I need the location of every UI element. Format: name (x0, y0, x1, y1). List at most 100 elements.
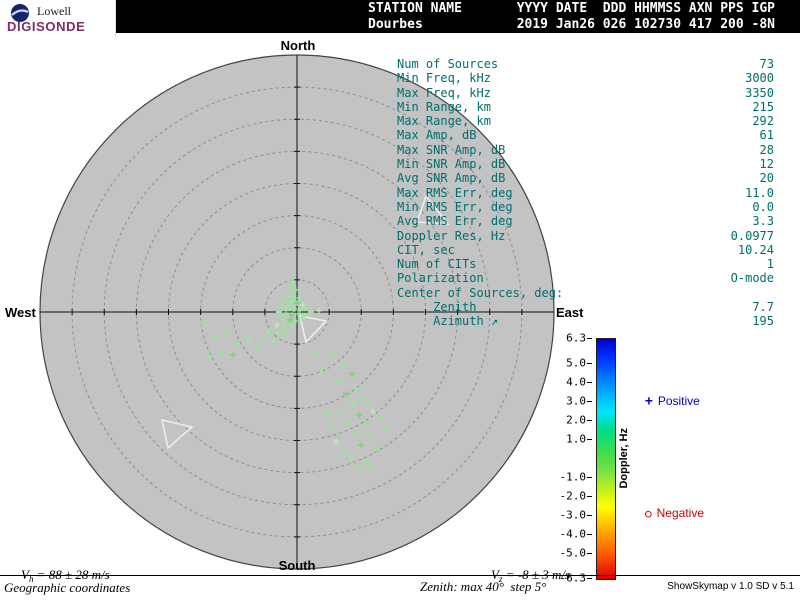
measurement-stats-panel: Num of Sources 73 Min Freq, kHz 3000 Max F… (397, 57, 774, 329)
source-point (370, 409, 376, 415)
source-point (319, 369, 325, 375)
circle-marker-icon: ○ (645, 507, 652, 520)
source-point (293, 318, 299, 324)
source-point (378, 416, 384, 422)
colorbar-tick-label: 6.3 (566, 331, 586, 345)
vh-subscript: h (28, 574, 34, 584)
stat-label: Azimuth ↗ (397, 314, 499, 329)
source-point (279, 303, 285, 309)
vh-value: = 88 ± 28 m/s (33, 567, 110, 582)
stat-label: Min Freq, kHz (397, 71, 491, 86)
stat-label: Min Range, km (397, 99, 491, 114)
source-point (230, 352, 236, 358)
stat-value: 7.7 (752, 300, 774, 315)
colorbar-tick-label: 3.0 (566, 394, 586, 408)
stat-value: 0.0 (752, 199, 774, 214)
source-point (262, 337, 268, 343)
horizontal-velocity-text: Vh = 88 ± 28 m/s (8, 551, 110, 600)
stat-value: 3350 (745, 85, 774, 100)
stat-value: 215 (752, 99, 774, 114)
stat-label: Zenith (397, 300, 477, 315)
source-point (293, 287, 299, 293)
stat-value: 0.0977 (730, 228, 774, 243)
stat-row: Max Amp, dB 61 (397, 128, 774, 142)
stat-label: Max Range, km (397, 114, 491, 129)
source-point (382, 428, 388, 434)
stat-value: 12 (759, 157, 774, 172)
source-point (346, 419, 352, 425)
source-point (339, 363, 345, 369)
source-point (288, 299, 294, 305)
colorbar-tick-label: 5.0 (566, 356, 586, 370)
source-point (285, 290, 291, 296)
vz-value: = -8 ± 3 m/s (502, 567, 571, 582)
direction-arrow (298, 314, 328, 344)
stat-row: CIT, sec 10.24 (397, 243, 774, 257)
source-point (285, 305, 291, 311)
source-point (267, 329, 273, 335)
source-point (330, 351, 336, 357)
colorbar-title: Doppler, Hz (618, 338, 630, 578)
source-point (287, 317, 293, 323)
vh-symbol: V (21, 567, 29, 582)
stat-label: Max RMS Err, deg (397, 185, 513, 200)
zenith-scale-note: Zenith: max 40° step 5° (420, 579, 547, 594)
colorbar-tick-mark (587, 496, 592, 498)
stat-value: 11.0 (745, 185, 774, 200)
source-point (296, 295, 302, 301)
vz-symbol: V (491, 567, 499, 582)
source-point (281, 323, 287, 329)
colorbar-tick-label: -1.0 (559, 470, 587, 484)
stat-value: 195 (752, 314, 774, 329)
source-point (289, 312, 295, 318)
source-point (294, 300, 300, 306)
source-point (316, 308, 322, 314)
stat-label: Center of Sources, deg: (397, 285, 564, 300)
source-point (369, 463, 375, 469)
legend-positive: + Positive (645, 394, 700, 409)
stat-label: Max Freq, kHz (397, 85, 491, 100)
source-point (363, 422, 369, 428)
source-point (335, 379, 341, 385)
source-point (308, 309, 314, 315)
compass-label-east: East (556, 305, 584, 320)
source-point (368, 434, 374, 440)
source-point (206, 353, 212, 359)
source-point (333, 439, 339, 445)
stat-row: Max Range, km 292 (397, 114, 774, 128)
source-point (365, 401, 371, 407)
source-point (275, 330, 281, 336)
colorbar-tick-mark (587, 362, 592, 364)
stat-row: Min Freq, kHz 3000 (397, 71, 774, 85)
globe-icon (9, 3, 35, 33)
source-point (274, 322, 280, 328)
colorbar-tick-mark (587, 553, 592, 555)
source-point (282, 297, 288, 303)
source-point (327, 424, 333, 430)
stat-label: Num of CITs (397, 257, 477, 272)
colorbar-tick-label: 1.0 (566, 432, 586, 446)
colorbar-tick-label: -5.0 (559, 546, 587, 560)
logo-lowell-text: Lowell (37, 4, 71, 18)
footer-divider (0, 575, 800, 576)
stat-row: Zenith 7.7 (397, 300, 774, 314)
source-point (218, 349, 224, 355)
stat-row: Avg SNR Amp, dB 20 (397, 171, 774, 185)
source-point (211, 334, 217, 340)
source-point (291, 306, 297, 312)
legend-negative-label: Negative (656, 506, 704, 520)
source-point (276, 309, 282, 315)
source-point (290, 293, 296, 299)
stat-value: 10.24 (737, 242, 774, 257)
source-point (324, 411, 330, 417)
stat-row: Azimuth ↗ 195 (397, 314, 774, 328)
compass-label-west: West (5, 305, 36, 320)
source-point (348, 455, 354, 461)
source-point (201, 322, 207, 328)
stat-row: Max Freq, kHz 3350 (397, 86, 774, 100)
colorbar-tick-mark (587, 578, 592, 579)
source-point (356, 412, 362, 418)
source-point (283, 310, 289, 316)
source-point (290, 278, 296, 284)
stat-row: Max SNR Amp, dB 28 (397, 143, 774, 157)
